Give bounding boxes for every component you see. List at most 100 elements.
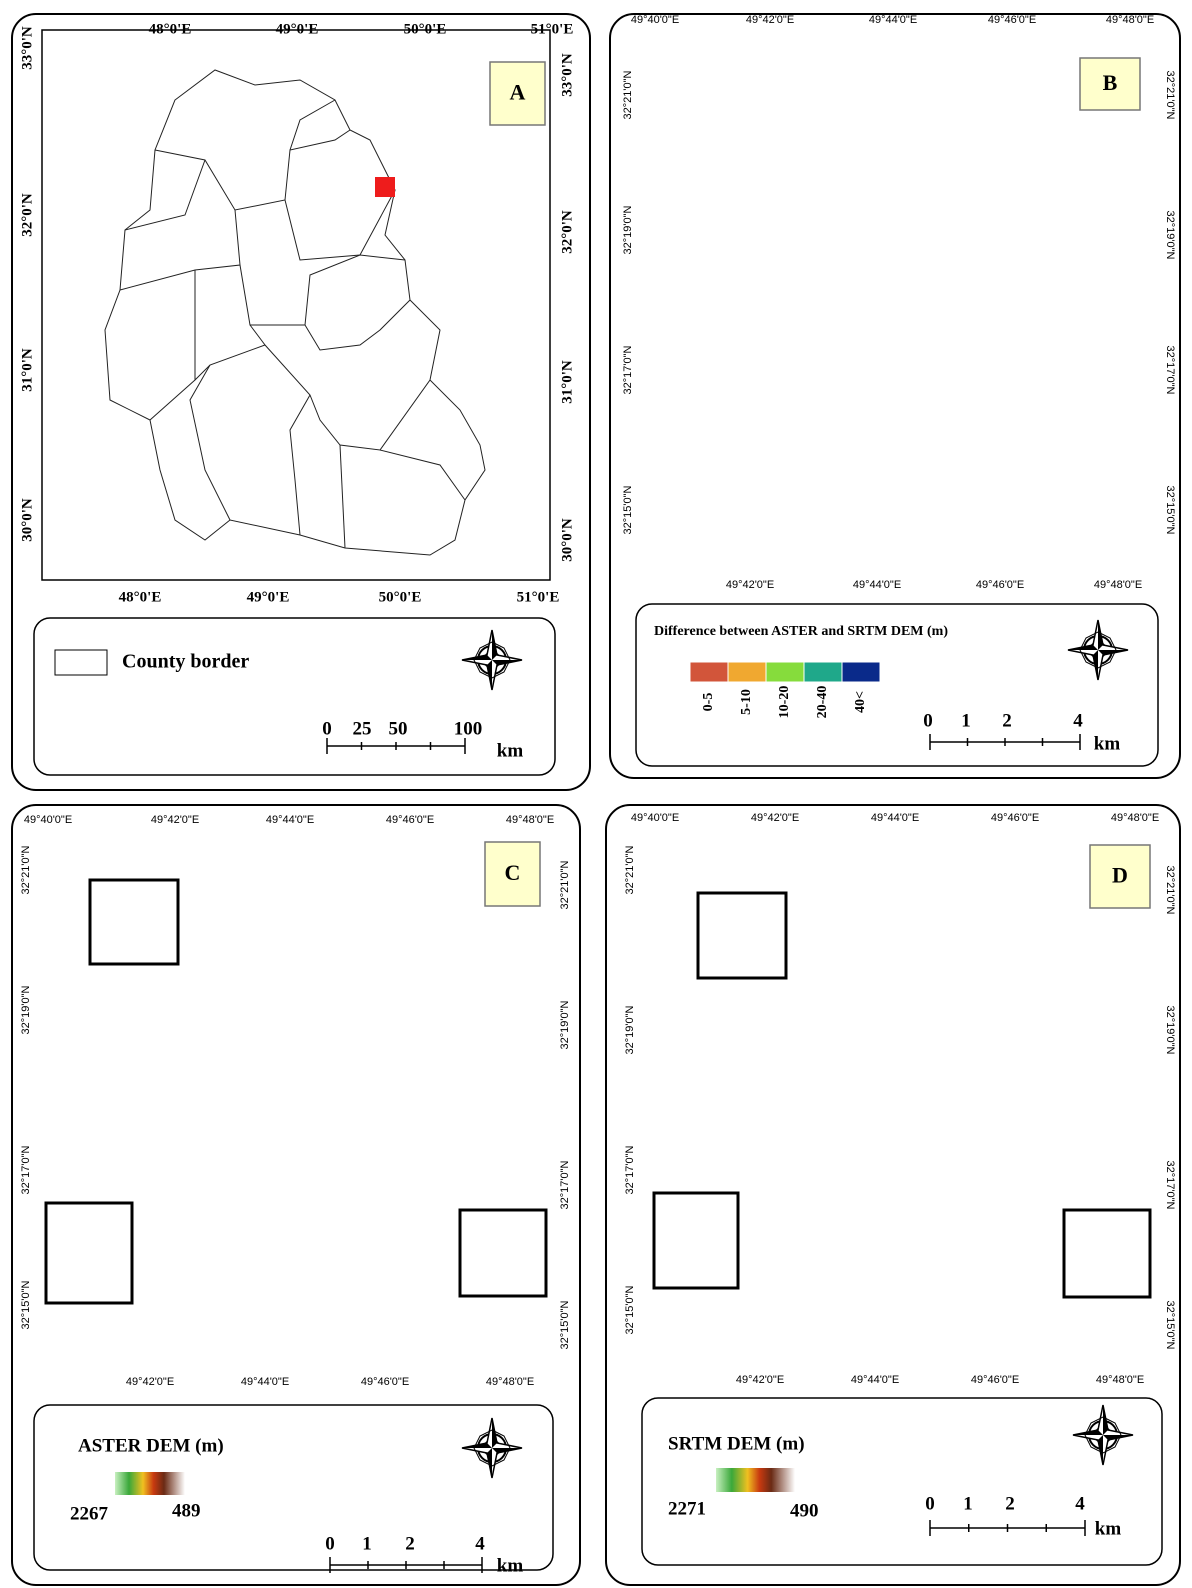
bottom-tick-label: 49°44'0"E [853, 579, 901, 591]
legend-swatch [766, 662, 804, 682]
legend-swatch [728, 662, 766, 682]
left-tick-label: 32°0'N [19, 193, 35, 237]
left-tick-label: 32°21'0"N [622, 70, 634, 119]
right-tick-label: 32°17'0"N [1164, 346, 1176, 395]
top-tick-label: 49°48'0"E [1111, 812, 1159, 824]
bottom-tick-label: 49°42'0"E [126, 1376, 174, 1388]
legend-swatch [55, 650, 107, 675]
legend-swatch [804, 662, 842, 682]
study-area [375, 177, 395, 197]
left-tick-label: 33°0'N [19, 26, 35, 70]
scale-label: 2 [1002, 710, 1012, 731]
panel-label: D [1112, 863, 1128, 888]
left-tick-label: 32°21'0"N [624, 845, 636, 894]
scale-label: 4 [475, 1533, 485, 1554]
right-tick-label: 32°21'0"N [1164, 866, 1176, 915]
legend-class-label: 0-5 [701, 693, 716, 712]
page: {"panels": [ {"label": "A", "top_ticks":… [0, 0, 1192, 1588]
scale-label: 1 [961, 710, 971, 731]
bottom-tick-label: 48°0'E [119, 589, 162, 605]
legend-min: 2267 [70, 1503, 109, 1524]
right-tick-label: 32°15'0"N [559, 1300, 571, 1349]
top-tick-label: 49°46'0"E [991, 812, 1039, 824]
left-tick-label: 32°17'0"N [20, 1145, 32, 1194]
top-tick-label: 49°46'0"E [386, 814, 434, 826]
bottom-tick-label: 49°42'0"E [736, 1374, 784, 1386]
scale-unit: km [1094, 733, 1121, 754]
top-tick-label: 49°0'E [276, 21, 319, 37]
legend-class-label: 40< [853, 691, 868, 713]
top-tick-label: 49°42'0"E [751, 812, 799, 824]
top-tick-label: 49°42'0"E [151, 814, 199, 826]
legend-class-label: 20-40 [815, 686, 830, 719]
right-tick-label: 32°21'0"N [559, 860, 571, 909]
left-tick-label: 32°21'0"N [20, 845, 32, 894]
scale-label: 1 [963, 1493, 973, 1514]
top-tick-label: 49°48'0"E [1106, 14, 1154, 26]
bottom-tick-label: 49°44'0"E [851, 1374, 899, 1386]
right-tick-label: 32°19'0"N [559, 1000, 571, 1049]
right-tick-label: 32°19'0"N [1164, 1006, 1176, 1055]
legend-class-label: 5-10 [739, 689, 754, 715]
scale-label: 4 [1073, 710, 1083, 731]
panel-label: A [510, 80, 526, 105]
bottom-tick-label: 51°0'E [517, 589, 560, 605]
top-tick-label: 48°0'E [149, 21, 192, 37]
left-tick-label: 32°19'0"N [20, 985, 32, 1034]
bottom-tick-label: 49°42'0"E [726, 579, 774, 591]
legend-swatch [690, 662, 728, 682]
right-tick-label: 32°17'0"N [1164, 1161, 1176, 1210]
legend-box [34, 618, 555, 775]
top-tick-label: 49°48'0"E [506, 814, 554, 826]
left-tick-label: 32°15'0"N [20, 1280, 32, 1329]
legend-swatch [842, 662, 880, 682]
top-tick-label: 49°44'0"E [266, 814, 314, 826]
top-tick-label: 49°46'0"E [988, 14, 1036, 26]
left-tick-label: 32°15'0"N [622, 485, 634, 534]
top-tick-label: 49°40'0"E [631, 14, 679, 26]
top-tick-label: 51°0'E [531, 21, 574, 37]
bottom-tick-label: 49°46'0"E [976, 579, 1024, 591]
right-tick-label: 32°21'0"N [1164, 71, 1176, 120]
right-tick-label: 32°15'0"N [1164, 486, 1176, 535]
legend-title: ASTER DEM (m) [78, 1435, 224, 1456]
left-tick-label: 31°0'N [19, 348, 35, 392]
scale-label: 4 [1075, 1493, 1085, 1514]
left-tick-label: 32°15'0"N [624, 1285, 636, 1334]
right-tick-label: 32°15'0"N [1164, 1301, 1176, 1350]
map-area [42, 30, 550, 580]
legend-min: 2271 [668, 1498, 706, 1519]
bottom-tick-label: 49°48'0"E [486, 1376, 534, 1388]
scale-label: 2 [1005, 1493, 1015, 1514]
legend-ramp [716, 1468, 795, 1492]
legend-max: 490 [790, 1500, 819, 1521]
bottom-tick-label: 50°0'E [379, 589, 422, 605]
panel-label: C [505, 860, 521, 885]
scale-unit: km [1095, 1518, 1122, 1539]
scale-label: 0 [322, 718, 332, 739]
figure: 48°0'E 49°0'E 50°0'E 51°0'E 48°0'E 49°0'E 50°0… [0, 0, 1192, 1588]
top-tick-label: 49°44'0"E [871, 812, 919, 824]
legend-class-label: 10-20 [777, 686, 792, 719]
left-tick-label: 30°0'N [19, 498, 35, 542]
right-tick-label: 33°0'N [559, 53, 575, 97]
scale-label: 2 [405, 1533, 415, 1554]
top-tick-label: 49°44'0"E [869, 14, 917, 26]
right-tick-label: 30°0'N [559, 518, 575, 562]
right-tick-label: 32°17'0"N [559, 1160, 571, 1209]
top-tick-label: 49°42'0"E [746, 14, 794, 26]
top-tick-label: 49°40'0"E [24, 814, 72, 826]
legend-title: Difference between ASTER and SRTM DEM (m… [654, 624, 948, 639]
top-tick-label: 49°40'0"E [631, 812, 679, 824]
bottom-tick-label: 49°0'E [247, 589, 290, 605]
panel-label: B [1103, 70, 1118, 95]
scale-label: 50 [389, 718, 408, 739]
legend-label: County border [122, 651, 249, 673]
scale-label: 100 [454, 718, 483, 739]
top-tick-label: 50°0'E [404, 21, 447, 37]
scale-label: 25 [353, 718, 372, 739]
left-tick-label: 32°19'0"N [624, 1005, 636, 1054]
right-tick-label: 31°0'N [559, 360, 575, 404]
left-tick-label: 32°17'0"N [624, 1145, 636, 1194]
scale-label: 0 [925, 1493, 935, 1514]
